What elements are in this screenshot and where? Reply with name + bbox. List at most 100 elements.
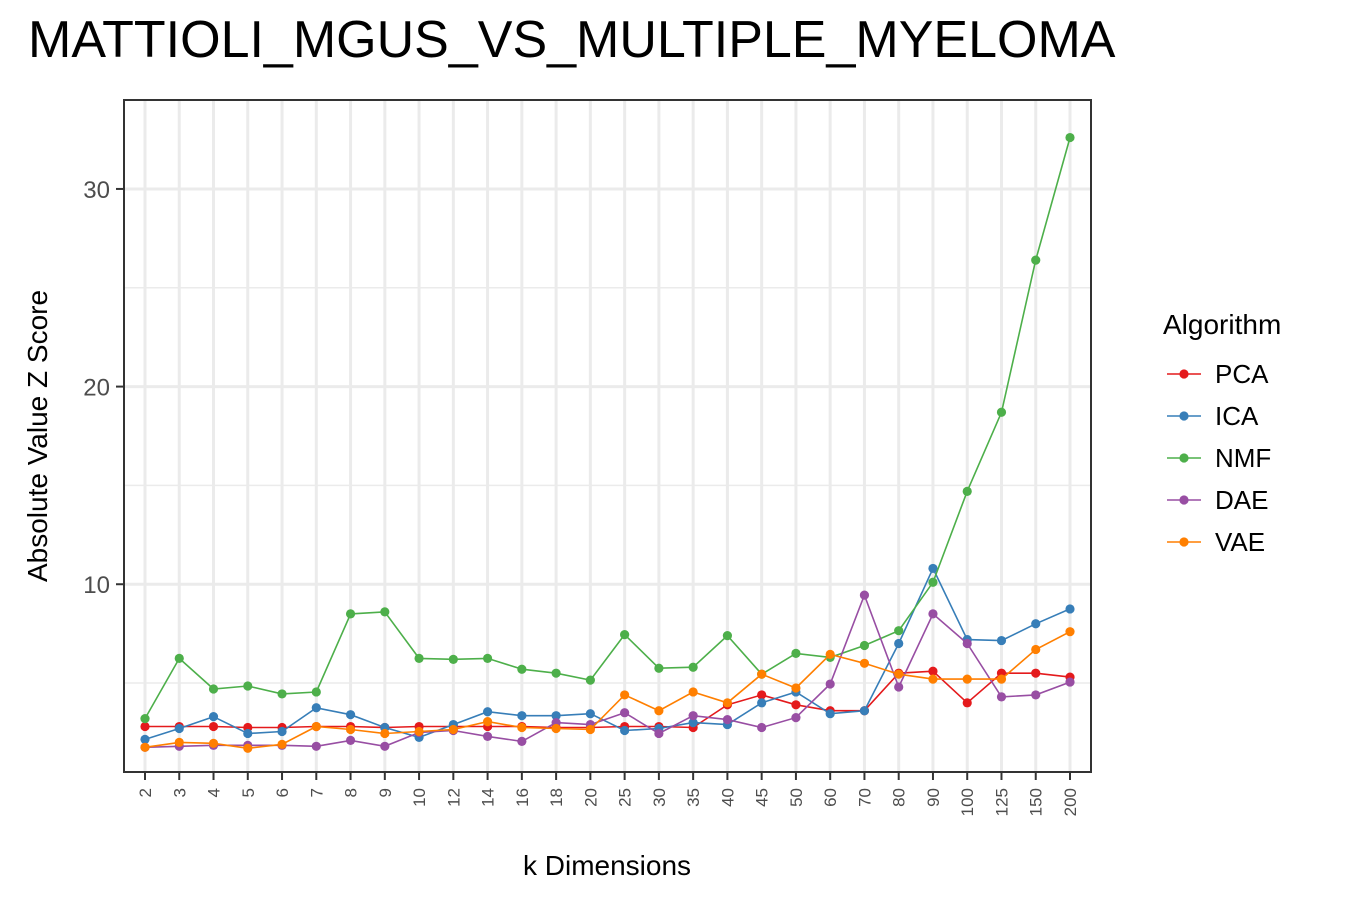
data-point-nmf [1065,132,1075,143]
data-point-ica [277,726,287,737]
legend-marker-pca [1179,369,1189,379]
data-point-dae [1065,677,1075,687]
series-line-nmf [144,137,1071,719]
data-point-vae [517,722,527,733]
data-point-dae [311,741,321,751]
data-point-ica [517,711,527,721]
data-point-dae [928,609,938,619]
x-tick-label: 5 [239,788,258,797]
x-tick-label: 90 [924,788,943,807]
data-point-pca [757,690,767,700]
x-tick-label: 4 [205,788,224,797]
legend-label-ica: ICA [1215,401,1259,431]
series-line-dae [144,592,1071,749]
y-tick-label: 10 [83,572,110,599]
data-point-dae [894,682,904,692]
data-point-ica [140,734,150,744]
data-point-nmf [380,607,390,617]
legend-marker-dae [1179,495,1189,505]
series-line-pca [145,670,1071,729]
data-point-ica [825,709,835,719]
data-point-dae [859,590,870,600]
legend-label-vae: VAE [1215,527,1265,557]
data-point-vae [962,674,972,684]
x-tick-label: 20 [581,788,600,807]
data-point-ica [859,706,870,716]
data-point-nmf [620,630,630,640]
series-line-ica [144,566,1071,741]
legend-marker-ica [1179,411,1189,421]
data-point-vae [380,728,390,739]
data-point-pca [1031,668,1041,678]
data-point-vae [928,674,938,684]
data-point-vae [825,649,835,660]
data-point-dae [1031,690,1041,700]
data-point-pca [208,721,219,732]
data-point-ica [174,723,184,734]
x-axis-label: k Dimensions [523,850,691,881]
data-point-pca [928,666,938,676]
x-tick-label: 30 [650,788,669,807]
data-point-nmf [894,626,904,636]
x-tick-label: 10 [410,788,429,807]
x-tick-label: 35 [684,788,703,807]
data-point-nmf [928,577,938,587]
data-point-vae [311,721,321,732]
data-point-pca [791,700,801,710]
data-point-dae [517,736,527,746]
x-tick-label: 50 [787,788,806,807]
legend-label-nmf: NMF [1215,443,1271,473]
legend-item-nmf: NMF [1167,443,1271,473]
x-tick-label: 100 [958,788,977,816]
data-point-dae [654,728,664,739]
data-point-ica [585,709,595,719]
data-point-nmf [174,653,184,663]
data-point-vae [551,723,561,734]
data-point-pca [140,721,150,732]
data-point-vae [791,683,801,693]
x-tick-label: 2 [136,788,155,797]
data-point-ica [311,703,321,713]
legend: Algorithm PCA ICA NMF DAE VAE [1163,309,1281,557]
x-tick-label: 7 [307,788,326,797]
x-tick-label: 16 [513,788,532,807]
data-point-ica [757,698,767,708]
data-point-nmf [551,668,561,678]
series-vae [140,627,1075,753]
x-tick-label: 14 [479,788,498,807]
x-tick-label: 3 [170,788,189,797]
data-point-nmf [448,654,458,664]
data-point-ica [482,707,493,717]
data-point-nmf [654,663,664,673]
data-point-dae [688,711,698,721]
data-point-ica [345,710,356,720]
series-line-vae [144,630,1071,750]
data-point-pca [962,698,972,708]
data-point-nmf [688,662,698,672]
data-point-nmf [311,687,321,697]
data-point-vae [620,690,630,700]
data-point-vae [1065,627,1075,637]
data-point-ica [996,635,1007,646]
x-tick-label: 200 [1061,788,1080,816]
plot-panel-border [123,99,1092,773]
data-point-ica [688,717,698,728]
data-point-dae [722,715,733,725]
data-point-nmf [996,407,1007,417]
y-axis-label: Absolute Value Z Score [22,290,53,582]
data-point-vae [1031,644,1041,655]
x-tick-label: 9 [376,788,395,797]
legend-title: Algorithm [1163,309,1281,340]
data-point-dae [345,735,356,745]
legend-marker-nmf [1179,453,1189,463]
data-point-vae [345,724,356,735]
data-point-nmf [243,681,253,691]
x-tick-label: 40 [718,788,737,807]
data-point-vae [482,717,493,727]
legend-items: PCA ICA NMF DAE VAE [1167,359,1271,557]
data-point-dae [962,638,972,649]
data-point-vae [414,726,424,737]
x-tick-label: 45 [753,788,772,807]
data-point-ica [208,712,219,722]
